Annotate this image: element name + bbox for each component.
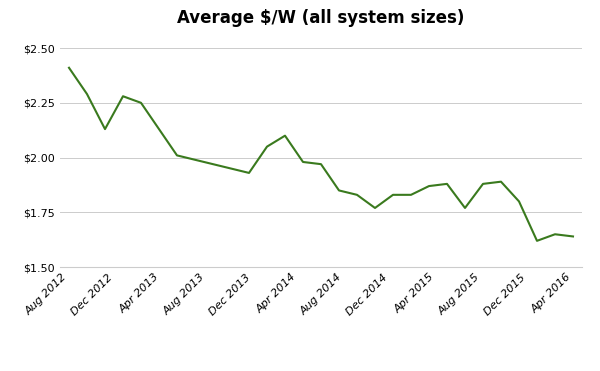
Title: Average $/W (all system sizes): Average $/W (all system sizes) bbox=[178, 9, 464, 27]
